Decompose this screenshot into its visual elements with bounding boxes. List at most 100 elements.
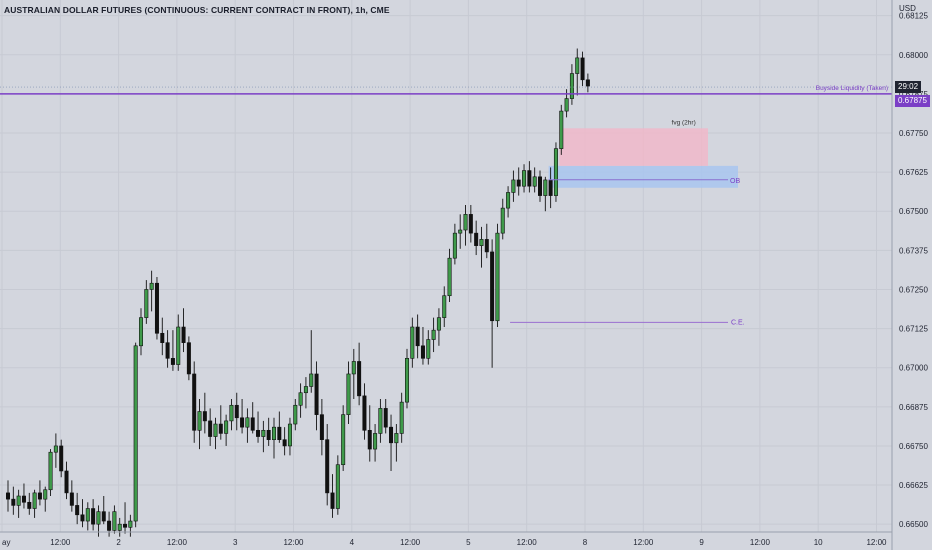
bearish-candle-body: [202, 411, 207, 422]
bearish-candle-body: [585, 79, 590, 87]
candle: [346, 361, 351, 425]
bullish-candle-body: [511, 179, 516, 193]
candle: [197, 399, 202, 450]
bearish-candle-body: [170, 358, 175, 365]
candle: [229, 399, 234, 431]
bullish-candle-body: [303, 386, 308, 394]
candle: [139, 308, 144, 356]
bullish-candle-body: [543, 179, 548, 196]
candle: [585, 73, 590, 93]
candle: [474, 220, 479, 256]
bearish-candle-body: [468, 214, 473, 234]
candle: [282, 427, 287, 456]
price-tick-label: 0.67375: [899, 246, 928, 255]
candle: [277, 411, 282, 443]
bearish-candle-body: [330, 492, 335, 509]
candle: [101, 496, 106, 525]
candle: [452, 223, 457, 265]
candle: [133, 342, 138, 528]
bullish-candle-body: [309, 373, 314, 387]
price-tick-label: 0.67750: [899, 129, 928, 138]
time-tick-label: 8: [583, 538, 588, 547]
bullish-candle-body: [575, 57, 580, 74]
candle: [53, 433, 58, 468]
bullish-candle-body: [532, 176, 537, 187]
candle: [575, 48, 580, 96]
candle: [404, 348, 409, 409]
time-tick-label: 12:00: [633, 538, 654, 547]
candle: [271, 417, 276, 459]
candle: [16, 489, 21, 518]
candle: [314, 361, 319, 431]
candle: [569, 64, 574, 105]
bullish-candle-body: [394, 433, 399, 444]
candle: [378, 399, 383, 443]
bullish-candle-body: [96, 511, 101, 525]
bearish-candle-body: [325, 439, 330, 494]
price-tick-label: 0.67500: [899, 207, 928, 216]
price-tick-label: 0.66625: [899, 481, 928, 490]
candle: [341, 405, 346, 471]
candle: [410, 317, 415, 368]
bullish-candle-body: [144, 289, 149, 318]
bearish-candle-body: [319, 414, 324, 440]
bearish-candle-body: [160, 332, 165, 343]
time-tick-label: 12:00: [50, 538, 71, 547]
candle: [186, 336, 191, 381]
candle: [181, 308, 186, 353]
price-tick-label: 0.68125: [899, 12, 928, 21]
candle: [426, 330, 431, 365]
candle: [309, 330, 314, 393]
time-tick-label: 5: [466, 538, 471, 547]
bullish-candle-body: [176, 326, 181, 365]
candle: [240, 399, 245, 434]
candle: [511, 170, 516, 202]
candle: [202, 392, 207, 434]
candle: [495, 223, 500, 328]
time-tick-label: 10: [814, 538, 823, 547]
candle: [335, 455, 340, 515]
candle: [213, 417, 218, 450]
bearish-candle-body: [11, 498, 16, 506]
candle: [234, 392, 239, 431]
candle: [436, 308, 441, 346]
bullish-candle-body: [335, 464, 340, 509]
bullish-candle-body: [197, 411, 202, 431]
order-block-zone[interactable]: [548, 165, 738, 188]
bullish-candle-body: [224, 420, 229, 434]
bearish-candle-body: [154, 282, 159, 334]
fvg-zone[interactable]: [559, 128, 708, 166]
candle: [154, 276, 159, 340]
bearish-candle-body: [80, 514, 85, 522]
bearish-candle-body: [548, 179, 553, 196]
candle: [319, 399, 324, 456]
candle: [11, 486, 16, 515]
bullish-candle-body: [245, 417, 250, 428]
bullish-candle-body: [341, 414, 346, 466]
bullish-candle-body: [559, 110, 564, 149]
price-tick-label: 0.68000: [899, 51, 928, 60]
candle: [383, 399, 388, 434]
bullish-candle-body: [261, 429, 266, 437]
bullish-candle-body: [373, 433, 378, 450]
bearish-candle-body: [240, 417, 245, 428]
bullish-candle-body: [133, 345, 138, 522]
candle: [527, 161, 532, 193]
bullish-candle-body: [287, 423, 292, 447]
bearish-candle-body: [250, 417, 255, 431]
bullish-candle-body: [229, 404, 234, 422]
bearish-candle-body: [123, 523, 128, 528]
bullish-candle-body: [32, 492, 37, 509]
candle: [580, 51, 585, 87]
candle: [165, 330, 170, 368]
bullish-candle-body: [271, 426, 276, 440]
time-tick-label: 12:00: [167, 538, 188, 547]
candle: [553, 142, 558, 202]
price-tick-label: 0.67125: [899, 325, 928, 334]
bullish-candle-body: [43, 489, 48, 500]
bullish-candle-body: [404, 358, 409, 403]
candle: [224, 414, 229, 446]
bearish-candle-body: [165, 342, 170, 359]
